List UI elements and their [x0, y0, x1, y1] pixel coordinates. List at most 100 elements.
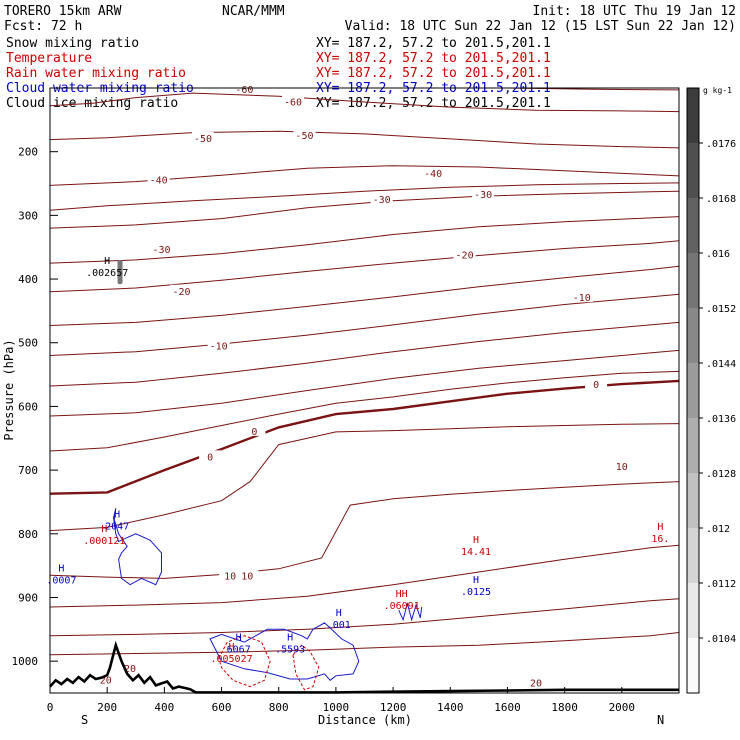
isotherm-label-bg: [243, 424, 266, 436]
isotherm-label-bg: [119, 661, 142, 673]
x-tick-labels: 0 200 400 600 800 1000 1200 1400 1600 1800 2000: [47, 701, 635, 714]
isotherm--10: [49, 349, 680, 417]
isotherm--60: [49, 92, 680, 113]
header-init: Init: 18 UTC Thu 19 Jan 12: [533, 4, 737, 19]
isotherm-label-bg: [282, 95, 305, 107]
max-marker: H: [58, 564, 64, 575]
cloud-ice-shade: [117, 259, 123, 285]
isotherm--30: [49, 190, 680, 229]
y-tick-label: 200: [18, 146, 38, 159]
colorbar-frame: [686, 87, 700, 694]
isotherm--20: [49, 265, 680, 326]
colorbar-tick-label: .0152: [706, 304, 736, 315]
cloud-water-contour: [112, 508, 162, 586]
isotherm-label: -50: [295, 131, 313, 142]
isotherm-label: 0: [207, 452, 213, 463]
colorbar-segment: [687, 528, 699, 583]
y-tick-label: 700: [18, 464, 38, 477]
colorbar-segment: [687, 253, 699, 308]
isotherm-label-bg: [147, 173, 170, 185]
max-marker: H: [473, 575, 479, 586]
isotherm-label-bg: [525, 676, 548, 688]
isotherm-label-bg: [94, 673, 117, 685]
legend-cloud-ice-xy: XY= 187.2, 57.2 to 201.5,201.1: [316, 96, 551, 111]
isotherm-label-bg: [585, 377, 608, 389]
isotherm-label: 20: [100, 675, 112, 686]
max-value: 14.41: [461, 547, 491, 558]
x-tick-label: 2000: [609, 701, 636, 714]
colorbar-tick-label: .012: [706, 524, 730, 535]
isotherm--40: [49, 182, 680, 211]
x-axis-label: Distance (km): [318, 713, 412, 727]
x-tick-label: 1000: [323, 701, 350, 714]
colorbar-tick-label: .0144: [706, 359, 736, 370]
isotherm-20: [49, 632, 680, 656]
x-tick-label: 1200: [380, 701, 407, 714]
isotherm-labels: -60 -60 -50 -50 -40 -40 -30 -30 -30 -20 -20 -10 -10 0…: [94, 82, 633, 689]
legend-temperature-label: Temperature: [6, 51, 92, 66]
isotherm-label-bg: [570, 291, 593, 303]
isotherm-lines: [49, 87, 680, 656]
max-value: 6067: [227, 644, 251, 655]
y-tick-label: 1000: [12, 655, 39, 668]
max-value: 2047: [105, 521, 129, 532]
legend-snow-xy: XY= 187.2, 57.2 to 201.5,201.1: [316, 36, 551, 51]
colorbar-tick-label: .0104: [706, 634, 736, 645]
isotherm-label: 20: [530, 678, 542, 689]
cloud-water-contours: [112, 508, 423, 681]
max-marker: H: [287, 632, 293, 643]
colorbar-segment: [687, 363, 699, 418]
isotherm-label: -20: [172, 287, 190, 298]
isotherm-label: -60: [235, 85, 253, 96]
header-model: TORERO 15km ARW: [4, 4, 122, 19]
x-tick-label: 600: [212, 701, 232, 714]
isotherm-label: -40: [424, 169, 442, 180]
cloud-water-contour: [398, 601, 423, 622]
max-marker: H: [104, 256, 110, 267]
isotherm-10: [49, 423, 680, 532]
isotherm-label-bg: [453, 248, 476, 260]
max-value: .06091: [384, 601, 420, 612]
x-tick-label: 1600: [494, 701, 521, 714]
y-tick-label: 900: [18, 591, 38, 604]
y-tick-labels: 200 300 400 500 600 700 800 900 1000: [12, 146, 39, 668]
colorbar: .0104 .0112 .012 .0128 .0136 .0144 .0152 .016 .0…: [686, 87, 736, 694]
plot-frame: [49, 87, 680, 694]
colorbar-segment: [687, 583, 699, 638]
colorbar-segment: [687, 308, 699, 363]
x-tick-label: 0: [47, 701, 54, 714]
isotherm-label: -30: [152, 245, 170, 256]
y-tick-label: 600: [18, 400, 38, 413]
isotherm-0: [49, 370, 680, 452]
isotherm-20: [49, 598, 680, 637]
legend-temperature-xy: XY= 187.2, 57.2 to 201.5,201.1: [316, 51, 551, 66]
isotherm-label: 10: [616, 462, 628, 473]
isotherm-label-bg: [199, 450, 222, 462]
isotherm-label: 0: [251, 427, 257, 438]
colorbar-tick-label: .0168: [706, 194, 736, 205]
isotherm-label-bg: [170, 284, 193, 296]
colorbar-tick-label: .0128: [706, 469, 736, 480]
max-marker: H: [473, 535, 479, 546]
max-value: .005027: [210, 654, 252, 665]
max-marker: H: [657, 522, 663, 533]
max-marker: H: [229, 642, 235, 653]
isotherm-label-bg: [472, 187, 495, 199]
header-forecast: Fcst: 72 h: [4, 19, 82, 34]
colorbar-segment: [687, 143, 699, 198]
y-tick-label: 800: [18, 528, 38, 541]
max-marker: H: [336, 608, 342, 619]
terrain-line: [49, 640, 679, 694]
isotherm-10: [49, 481, 680, 579]
isotherm-label-bg: [293, 128, 316, 140]
max-annotations: H.002657H2047H.000121H.0007H6067H.005027…: [46, 256, 669, 665]
max-value: 16.: [651, 534, 669, 545]
max-value: .001: [327, 620, 351, 631]
isotherm-label: -60: [284, 98, 302, 109]
max-value: .000121: [83, 536, 125, 547]
isotherm-label-bg: [219, 569, 242, 581]
isotherm-label-bg: [191, 131, 214, 143]
isotherm-label-bg: [610, 459, 633, 471]
y-tick-label: 300: [18, 209, 38, 222]
